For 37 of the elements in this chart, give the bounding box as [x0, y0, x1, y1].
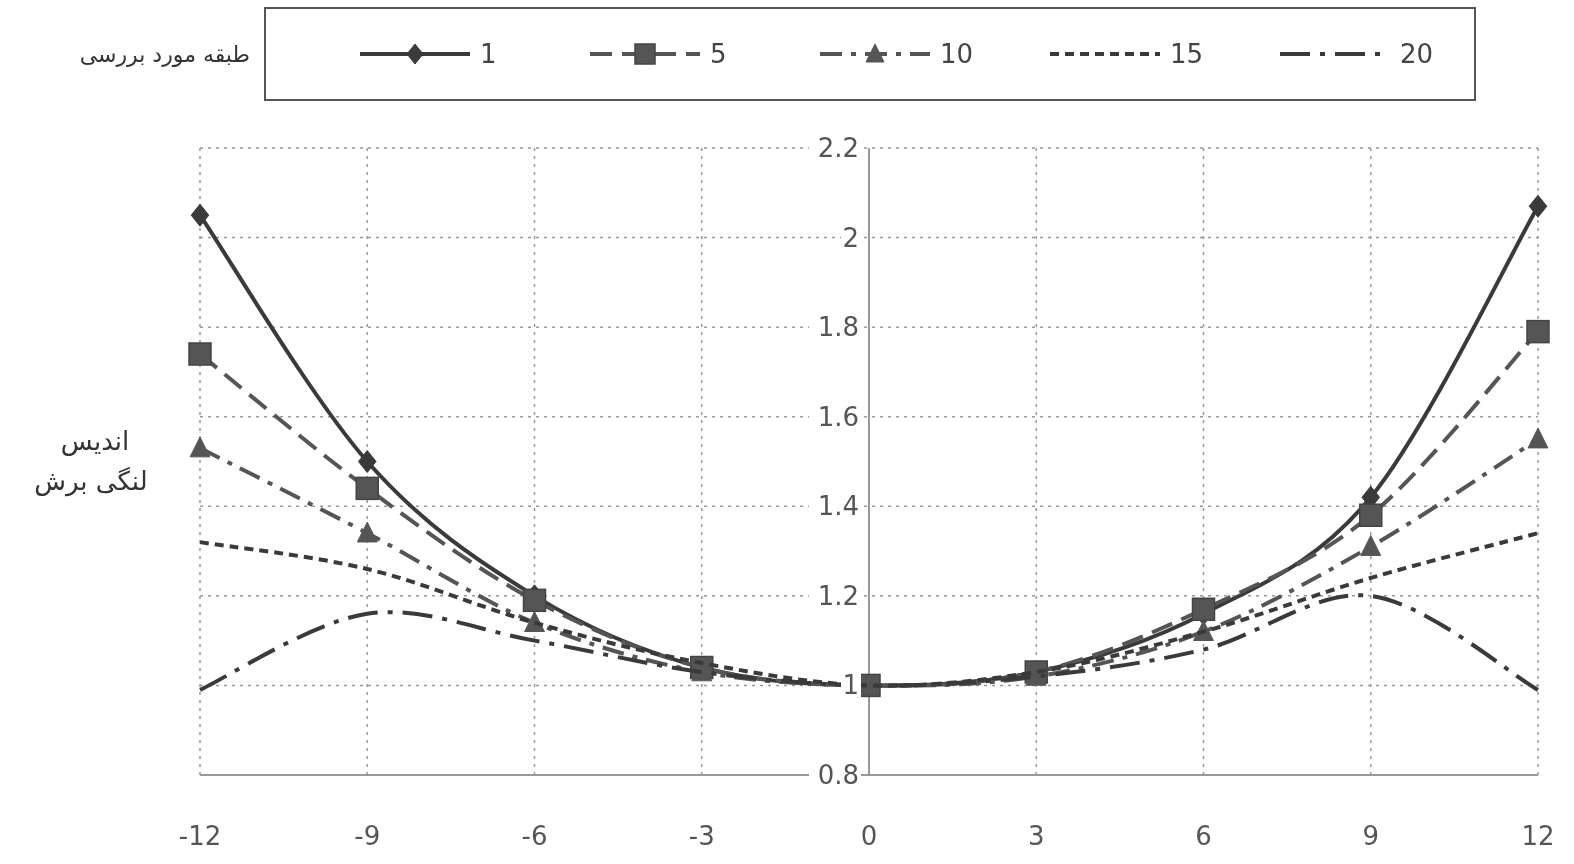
point	[1191, 597, 1216, 622]
legend-label: 15	[1170, 39, 1204, 69]
legend-label: 10	[940, 39, 974, 69]
x-tick-label: -6	[521, 821, 548, 851]
y-tick-label: 1	[842, 670, 859, 701]
point	[1528, 194, 1548, 218]
y-tick-label: 1.8	[817, 312, 859, 343]
point	[1526, 319, 1550, 344]
x-tick-label: -12	[178, 821, 222, 851]
point	[1359, 503, 1383, 527]
point	[357, 450, 377, 473]
x-tick-label: 3	[1027, 821, 1045, 851]
point	[355, 476, 379, 501]
point	[188, 342, 212, 366]
x-tick-label: -9	[354, 821, 381, 851]
y-axis-title: اندیس لنگی برش	[34, 426, 156, 497]
y-tick-label: 2.2	[817, 133, 859, 163]
point	[1360, 535, 1382, 556]
x-tick-label: 9	[1362, 821, 1380, 851]
y-tick-label: 1.4	[817, 491, 859, 522]
legend-label: 20	[1400, 39, 1434, 69]
x-tick-label: 12	[1521, 821, 1555, 851]
point	[356, 521, 378, 543]
y-tick-label: 0.8	[817, 760, 859, 790]
legend-label: 1	[480, 39, 497, 69]
x-tick-label: -3	[688, 821, 715, 851]
legend-label: 5	[710, 39, 727, 69]
x-tick-label: 6	[1195, 821, 1212, 851]
x-tick-label: 0	[860, 821, 878, 851]
point	[1527, 427, 1549, 449]
point	[190, 203, 210, 227]
y-tick-label: 2	[842, 222, 859, 253]
point	[522, 588, 547, 613]
y-tick-label: 1.6	[817, 401, 859, 432]
y-tick-label: 1.2	[817, 580, 859, 611]
point	[189, 436, 211, 458]
legend-title: طبقه مورد بررسی	[79, 42, 250, 67]
